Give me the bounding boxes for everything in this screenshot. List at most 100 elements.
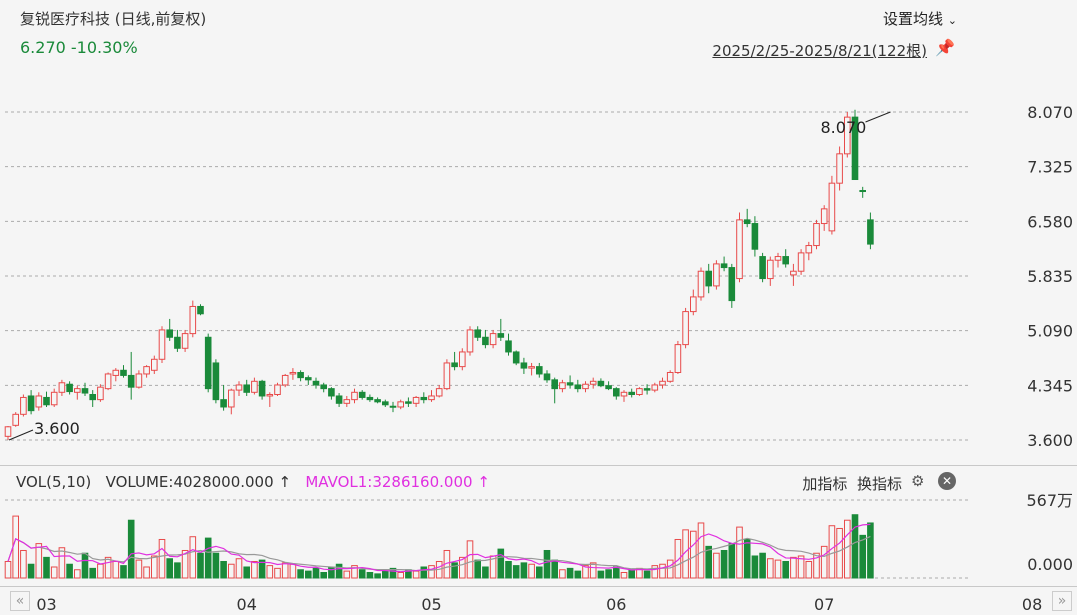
y-tick-label: 5.090 [1027, 322, 1073, 341]
gear-icon[interactable]: ⚙ [911, 472, 925, 490]
volume-bar [666, 559, 674, 579]
volume-bar [212, 552, 220, 579]
volume-bar [228, 563, 235, 579]
candle-body [459, 351, 466, 368]
volume-bar [867, 522, 874, 579]
volume-y-top: 567万 [1026, 491, 1073, 510]
volume-value: VOLUME:4028000.000 [105, 473, 274, 491]
ma-settings-button[interactable]: 设置均线 ⌄ [883, 8, 957, 29]
volume-bar [104, 556, 112, 579]
candle-body [251, 380, 258, 393]
candle-body [27, 395, 35, 412]
volume-bar [620, 571, 628, 579]
volume-bar [566, 567, 574, 579]
candle-body [512, 351, 520, 364]
volume-bar [574, 570, 582, 579]
candle-body [135, 373, 143, 388]
volume-bar [358, 569, 366, 579]
volume-bar [189, 536, 197, 579]
volume-bar [197, 552, 204, 579]
add-indicator-button[interactable]: 加指标 [802, 475, 848, 493]
candle-body [605, 385, 612, 390]
candle-body [143, 366, 150, 375]
candle-body [813, 223, 820, 247]
volume-bar [466, 540, 474, 579]
volume-bar [4, 560, 12, 579]
volume-bar [366, 571, 374, 579]
candle-body [566, 382, 574, 386]
volume-bar [27, 563, 35, 579]
candle-body [274, 384, 281, 396]
candle-body [666, 371, 674, 382]
candle-body [374, 399, 381, 403]
candle-body [805, 245, 813, 254]
volume-bar [297, 569, 304, 579]
candle-body [828, 182, 836, 232]
volume-bar [305, 570, 312, 579]
date-range-link[interactable]: 2025/2/25-2025/8/21(122根) [712, 42, 927, 60]
candle-body [281, 374, 289, 386]
volume-bar [559, 569, 566, 579]
volume-bar [135, 559, 143, 579]
y-tick-label: 5.835 [1027, 267, 1073, 286]
pin-icon[interactable]: 📌 [935, 38, 955, 57]
volume-legend: VOL(5,10) VOLUME:4028000.000 ↑ MAVOL1:32… [16, 473, 490, 491]
candle-body [258, 380, 266, 397]
candle-body [228, 389, 235, 408]
scroll-left-button[interactable]: « [10, 591, 30, 611]
volume-bar [459, 556, 466, 579]
candle-body [636, 388, 643, 396]
candle-body [451, 362, 458, 368]
volume-bar [482, 566, 489, 579]
candle-body [505, 340, 512, 353]
candle-body [97, 386, 104, 401]
volume-bar [728, 543, 736, 579]
candle-body [412, 396, 420, 404]
candle-body [713, 263, 720, 287]
volume-bar [451, 562, 458, 579]
volume-bar [805, 560, 813, 579]
ma-settings-label: 设置均线 [882, 10, 943, 28]
volume-bar [774, 559, 782, 579]
candle-body [174, 336, 181, 349]
volume-bar [251, 560, 258, 579]
volume-bar [328, 566, 335, 579]
volume-bar [243, 566, 250, 579]
candle-body [597, 380, 605, 387]
candle-body [212, 362, 220, 401]
candle-body [335, 395, 343, 404]
candle-body [166, 329, 173, 338]
volume-bar [66, 563, 73, 579]
candle-body [397, 401, 404, 408]
candle-body [127, 374, 135, 388]
close-icon[interactable]: ✕ [938, 472, 956, 490]
candle-body [489, 333, 497, 346]
volume-bar [859, 534, 867, 579]
candle-body [81, 388, 89, 394]
mavol10-line [7, 535, 871, 572]
volume-bar [158, 538, 166, 579]
candle-body [435, 388, 443, 397]
candle-body [474, 329, 481, 338]
vol-label: VOL(5,10) [16, 473, 92, 491]
annotation-arrow [865, 111, 891, 123]
candle-body [235, 384, 243, 391]
volume-bar [613, 566, 620, 579]
volume-bar [35, 543, 43, 579]
candle-body [659, 380, 666, 386]
candle-body [366, 396, 374, 401]
candle-body [674, 344, 682, 373]
switch-indicator-button[interactable]: 换指标 [856, 475, 902, 493]
candle-body [120, 369, 127, 376]
volume-bar [112, 560, 120, 579]
scroll-right-button[interactable]: » [1052, 591, 1072, 611]
candle-body [844, 116, 851, 155]
volume-bar [628, 569, 636, 579]
volume-bar [674, 538, 682, 579]
volume-bar [12, 515, 19, 579]
volume-bar [713, 552, 720, 579]
candle-body [466, 329, 474, 353]
up-arrow-icon: ↑ [278, 473, 292, 491]
price-change: 6.270 -10.30% [20, 38, 138, 57]
